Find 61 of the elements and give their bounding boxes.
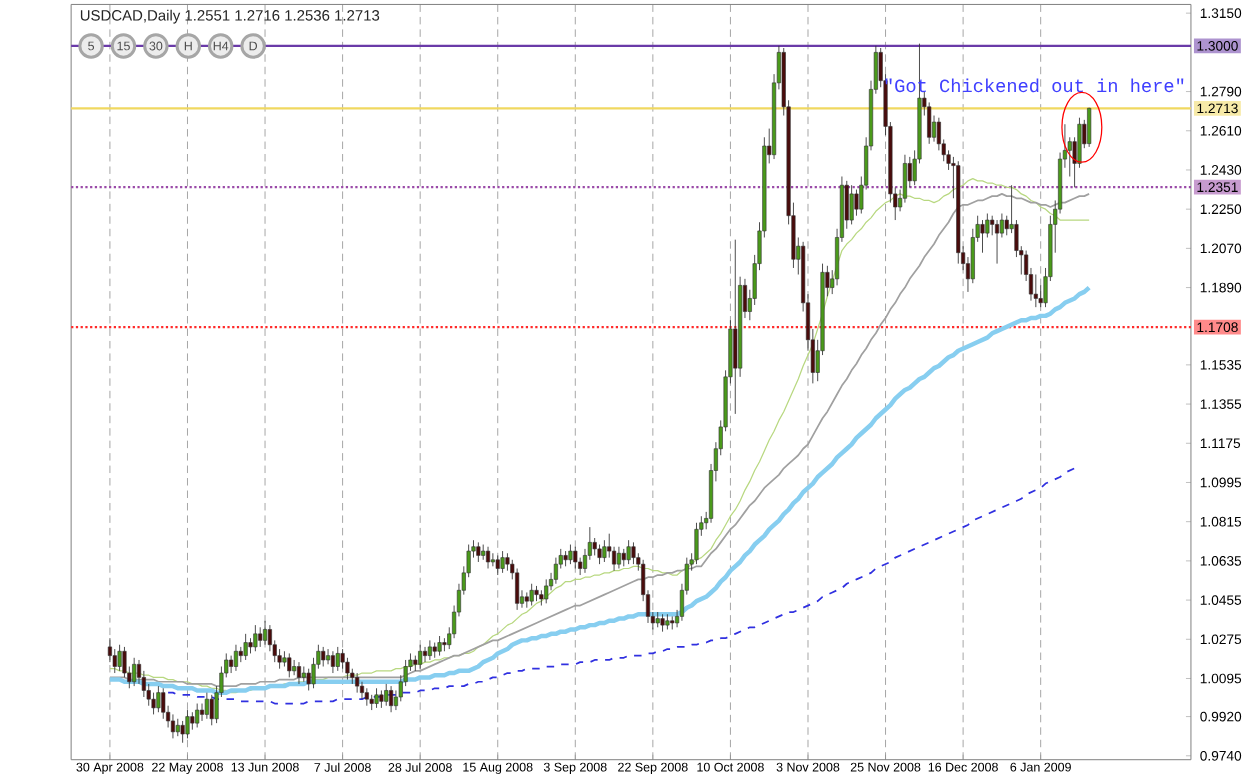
candlestick <box>994 219 1000 264</box>
candlestick <box>631 541 636 565</box>
candlestick <box>151 692 156 715</box>
candlestick <box>374 687 379 709</box>
candlestick <box>296 661 302 685</box>
candlestick <box>485 546 491 569</box>
candlestick <box>359 681 365 700</box>
candlestick <box>345 657 350 680</box>
candlestick <box>597 543 602 565</box>
candlestick <box>384 683 389 707</box>
candlestick <box>476 541 481 563</box>
candlestick <box>602 539 607 563</box>
candlestick <box>437 635 442 656</box>
candlestick <box>204 692 209 720</box>
candlestick <box>180 720 185 744</box>
candlestick <box>330 650 335 674</box>
candlestick <box>553 557 558 585</box>
candlestick <box>500 550 505 574</box>
candlestick <box>253 624 258 652</box>
candlestick <box>568 543 573 565</box>
candlestick <box>306 668 311 691</box>
candlestick <box>854 189 859 217</box>
candlestick <box>132 657 137 687</box>
candlestick <box>258 626 263 648</box>
candlestick <box>233 644 239 672</box>
candlestick <box>544 578 549 604</box>
candlestick <box>287 652 292 678</box>
candlestick <box>422 646 428 663</box>
candlestick <box>495 554 500 576</box>
candlestick <box>117 644 122 672</box>
candlestick <box>389 685 394 713</box>
candlestick <box>529 583 534 606</box>
candlestick <box>573 546 578 569</box>
candlestick <box>490 552 495 567</box>
candlestick <box>185 709 190 739</box>
candlestick <box>156 685 161 713</box>
candlestick <box>694 522 699 565</box>
candlestick <box>335 646 340 672</box>
candlestick <box>626 539 631 565</box>
candlestick <box>326 648 331 665</box>
candlestick <box>277 648 282 669</box>
candlestick <box>161 687 166 720</box>
candlestick <box>1087 107 1092 148</box>
candlestick <box>733 239 738 415</box>
candlestick <box>902 154 907 203</box>
candlestick <box>427 639 432 661</box>
candlestick <box>849 184 854 225</box>
candlestick <box>1033 273 1038 308</box>
candlestick <box>515 567 520 611</box>
candlestick <box>170 713 175 739</box>
candlestick <box>321 646 326 667</box>
candlestick <box>442 637 447 652</box>
candlestick <box>243 633 248 661</box>
candlestick <box>980 219 985 254</box>
candlestick <box>262 620 268 646</box>
candlestick <box>292 659 297 676</box>
candlestick <box>209 694 214 726</box>
candlestick <box>418 644 423 669</box>
candlestick <box>616 546 621 569</box>
candlestick <box>195 702 200 728</box>
candlestick <box>355 672 360 693</box>
